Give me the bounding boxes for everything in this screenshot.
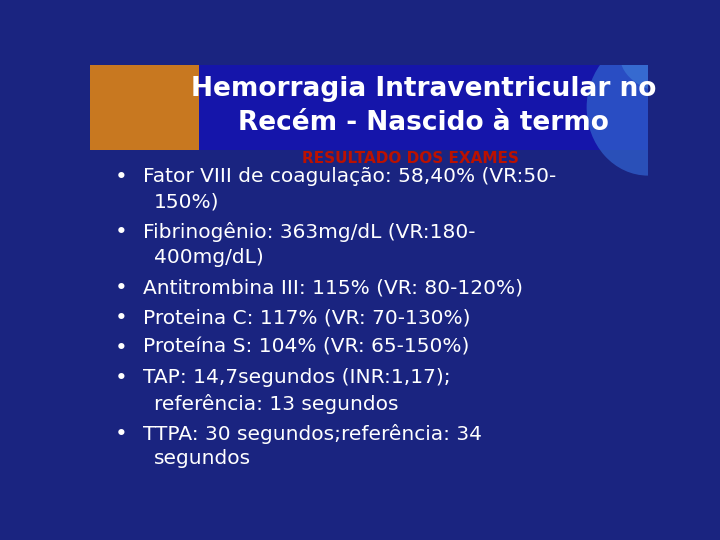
Ellipse shape [620, 19, 720, 94]
Text: Hemorragia Intraventricular no: Hemorragia Intraventricular no [191, 76, 656, 102]
Text: TTPA: 30 segundos;referência: 34: TTPA: 30 segundos;referência: 34 [143, 424, 482, 444]
Ellipse shape [587, 39, 709, 176]
Text: •: • [114, 424, 127, 444]
Text: Recém - Nascido à termo: Recém - Nascido à termo [238, 110, 609, 136]
Text: •: • [114, 368, 127, 388]
Text: Fibrinogênio: 363mg/dL (VR:180-: Fibrinogênio: 363mg/dL (VR:180- [143, 222, 475, 242]
Text: segundos: segundos [154, 449, 251, 468]
Text: RESULTADO DOS EXAMES: RESULTADO DOS EXAMES [302, 151, 519, 166]
Text: referência: 13 segundos: referência: 13 segundos [154, 394, 399, 414]
FancyBboxPatch shape [199, 65, 648, 150]
FancyBboxPatch shape [90, 65, 199, 150]
Text: •: • [114, 278, 127, 298]
Text: 150%): 150%) [154, 192, 220, 212]
Text: Antitrombina III: 115% (VR: 80-120%): Antitrombina III: 115% (VR: 80-120%) [143, 278, 523, 297]
Text: Fator VIII de coagulação: 58,40% (VR:50-: Fator VIII de coagulação: 58,40% (VR:50- [143, 167, 557, 186]
Text: 400mg/dL): 400mg/dL) [154, 248, 264, 267]
Text: •: • [114, 167, 127, 187]
Text: Proteína S: 104% (VR: 65-150%): Proteína S: 104% (VR: 65-150%) [143, 338, 469, 357]
Text: •: • [114, 222, 127, 242]
Text: •: • [114, 308, 127, 328]
Text: Proteina C: 117% (VR: 70-130%): Proteina C: 117% (VR: 70-130%) [143, 308, 470, 327]
Text: •: • [114, 338, 127, 358]
Text: TAP: 14,7segundos (INR:1,17);: TAP: 14,7segundos (INR:1,17); [143, 368, 451, 387]
